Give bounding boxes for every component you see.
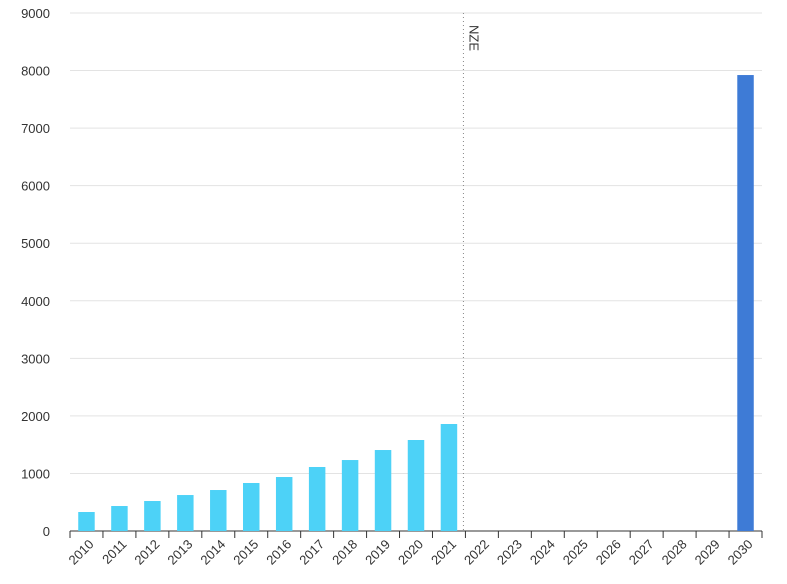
bar	[243, 482, 260, 531]
bar	[407, 440, 425, 531]
y-tick-label: 7000	[21, 121, 50, 136]
x-tick-label: 2014	[197, 537, 228, 568]
x-tick-label: 2011	[99, 537, 129, 567]
y-tick-label: 5000	[21, 236, 50, 251]
y-tick-label: 3000	[21, 351, 50, 366]
bar	[341, 460, 359, 531]
y-tick-label: 1000	[21, 466, 50, 481]
x-tick-label: 2020	[395, 537, 426, 568]
bar	[78, 512, 95, 531]
x-tick-label: 2025	[560, 537, 591, 568]
x-tick-label: 2023	[494, 537, 525, 568]
bar	[374, 450, 392, 531]
x-tick-label: 2028	[659, 537, 690, 568]
bar	[737, 75, 754, 531]
bar	[111, 506, 128, 531]
x-tick-label: 2022	[461, 537, 492, 568]
x-tick-label: 2021	[428, 537, 459, 568]
x-tick-label: 2029	[692, 537, 723, 568]
x-tick-label: 2016	[263, 537, 294, 568]
y-tick-label: 4000	[21, 294, 50, 309]
y-tick-label: 0	[43, 524, 50, 539]
y-tick-label: 8000	[21, 64, 50, 79]
x-tick-label: 2013	[164, 537, 195, 568]
x-tick-label: 2026	[593, 537, 624, 568]
x-tick-label: 2012	[131, 537, 162, 568]
bar	[275, 477, 293, 531]
y-tick-label: 9000	[21, 6, 50, 21]
x-tick-label: 2015	[230, 537, 261, 568]
x-tick-label: 2010	[66, 537, 97, 568]
bar	[440, 424, 458, 531]
annotation-label: NZE	[466, 25, 481, 51]
bar	[177, 495, 194, 531]
x-tick-label: 2024	[527, 537, 558, 568]
x-tick-label: 2017	[296, 537, 327, 568]
x-tick-label: 2027	[626, 537, 657, 568]
bar	[308, 466, 326, 531]
x-tick-label: 2019	[362, 537, 393, 568]
bar	[144, 501, 161, 531]
y-tick-label: 2000	[21, 409, 50, 424]
bar	[210, 490, 227, 531]
x-tick-label: 2018	[329, 537, 360, 568]
y-tick-label: 6000	[21, 179, 50, 194]
x-tick-label: 2030	[725, 537, 756, 568]
